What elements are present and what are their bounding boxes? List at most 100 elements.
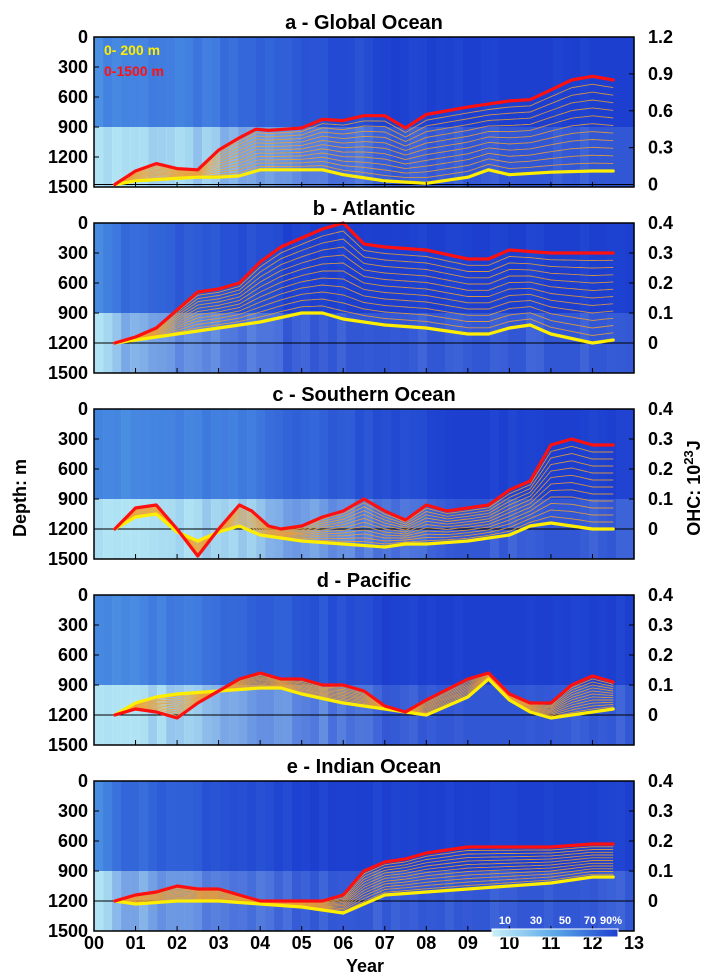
background-cell bbox=[355, 781, 365, 871]
background-cell bbox=[301, 595, 311, 685]
background-cell bbox=[553, 127, 563, 187]
colorbar-label-70: 70 bbox=[584, 915, 596, 927]
background-cell bbox=[373, 37, 383, 127]
depth-band-line bbox=[114, 284, 614, 344]
background-cell bbox=[184, 37, 194, 127]
background-cell bbox=[463, 127, 473, 187]
background-cell bbox=[184, 409, 194, 499]
colorbar-gradient bbox=[491, 928, 619, 938]
background-cell bbox=[283, 781, 293, 871]
background-cell bbox=[463, 37, 473, 127]
background-cell bbox=[211, 37, 221, 127]
background-cell bbox=[184, 781, 194, 871]
background-cell bbox=[544, 781, 554, 871]
background-cell bbox=[454, 127, 464, 187]
series-line-0-1500m bbox=[113, 842, 615, 903]
background-cell bbox=[436, 37, 446, 127]
depth-tick-label: 0 bbox=[78, 585, 88, 605]
x-axis-label-year: Year bbox=[346, 956, 384, 976]
year-tick-label: 02 bbox=[167, 933, 187, 953]
background-cell bbox=[112, 595, 122, 685]
ohc-tick-label: 0.3 bbox=[648, 801, 673, 821]
background-cell bbox=[256, 595, 266, 685]
background-cell bbox=[184, 127, 194, 187]
ohc-tick-label: 0.2 bbox=[648, 273, 673, 293]
year-tick-label: 07 bbox=[375, 933, 395, 953]
background-cell bbox=[247, 37, 257, 127]
background-cell bbox=[517, 37, 527, 127]
background-cell bbox=[562, 223, 572, 313]
background-cell bbox=[148, 409, 158, 499]
year-tick-label: 11 bbox=[541, 933, 560, 953]
background-cell bbox=[616, 37, 626, 127]
background-cell bbox=[364, 223, 374, 313]
background-cell bbox=[121, 223, 131, 313]
ohc-tick-label: 0 bbox=[648, 175, 658, 195]
background-cell bbox=[130, 409, 140, 499]
background-cell bbox=[256, 409, 266, 499]
depth-band-line bbox=[114, 298, 614, 344]
background-cell bbox=[589, 781, 599, 871]
depth-band-line bbox=[114, 277, 614, 344]
background-cell bbox=[184, 223, 194, 313]
background-cell bbox=[562, 595, 572, 685]
ohc-tick-label: 0.4 bbox=[648, 585, 673, 605]
background-cell bbox=[400, 595, 410, 685]
depth-band-line bbox=[114, 673, 614, 716]
background-cell bbox=[517, 223, 527, 313]
background-cell bbox=[589, 409, 599, 499]
background-cell bbox=[589, 127, 599, 187]
y-axis-label-ohc: OHC: 1023J bbox=[681, 440, 704, 536]
background-cell bbox=[220, 223, 230, 313]
panel-frame bbox=[93, 408, 635, 560]
year-tick-label: 00 bbox=[84, 933, 104, 953]
background-cell bbox=[598, 781, 608, 871]
background-cell bbox=[355, 223, 365, 313]
background-cell bbox=[292, 127, 302, 187]
background-cell bbox=[139, 127, 149, 187]
background-cell bbox=[139, 37, 149, 127]
depth-tick-label: 600 bbox=[58, 645, 88, 665]
depth-band-line bbox=[114, 851, 614, 904]
background-cell bbox=[526, 127, 536, 187]
background-cell bbox=[229, 409, 239, 499]
depth-tick-label: 900 bbox=[58, 117, 88, 137]
background-cell bbox=[310, 781, 320, 871]
year-tick-label: 09 bbox=[458, 933, 478, 953]
depth-band-line bbox=[114, 139, 614, 185]
background-cell bbox=[364, 781, 374, 871]
background-cell bbox=[175, 127, 185, 187]
background-cell bbox=[130, 127, 140, 187]
background-cell bbox=[472, 37, 482, 127]
background-cell bbox=[445, 409, 455, 499]
legend-deep: 0-1500 m bbox=[104, 63, 164, 79]
background-cell bbox=[508, 127, 518, 187]
background-cell bbox=[319, 37, 329, 127]
background-cell bbox=[184, 595, 194, 685]
depth-tick-label: 0 bbox=[78, 771, 88, 791]
background-cell bbox=[148, 223, 158, 313]
year-tick-label: 06 bbox=[333, 933, 353, 953]
background-cell bbox=[409, 223, 419, 313]
panel-frame bbox=[93, 594, 635, 746]
panel-title: b - Atlantic bbox=[313, 198, 416, 220]
background-cell bbox=[157, 127, 167, 187]
depth-tick-label: 600 bbox=[58, 273, 88, 293]
background-cell bbox=[508, 409, 518, 499]
background-cell bbox=[499, 127, 509, 187]
panel-frame bbox=[93, 36, 635, 188]
ohc-tick-label: 0.2 bbox=[648, 459, 673, 479]
ohc-tick-label: 0 bbox=[648, 519, 658, 539]
background-cell bbox=[301, 37, 311, 127]
year-tick-label: 08 bbox=[416, 933, 436, 953]
depth-tick-label: 900 bbox=[58, 675, 88, 695]
ohc-tick-label: 0 bbox=[648, 333, 658, 353]
depth-band-line bbox=[114, 99, 614, 185]
background-cell bbox=[247, 781, 257, 871]
depth-tick-label: 1500 bbox=[48, 549, 88, 569]
background-cell bbox=[616, 127, 626, 187]
background-cell bbox=[238, 223, 248, 313]
depth-tick-label: 600 bbox=[58, 459, 88, 479]
depth-band-line bbox=[114, 474, 614, 551]
